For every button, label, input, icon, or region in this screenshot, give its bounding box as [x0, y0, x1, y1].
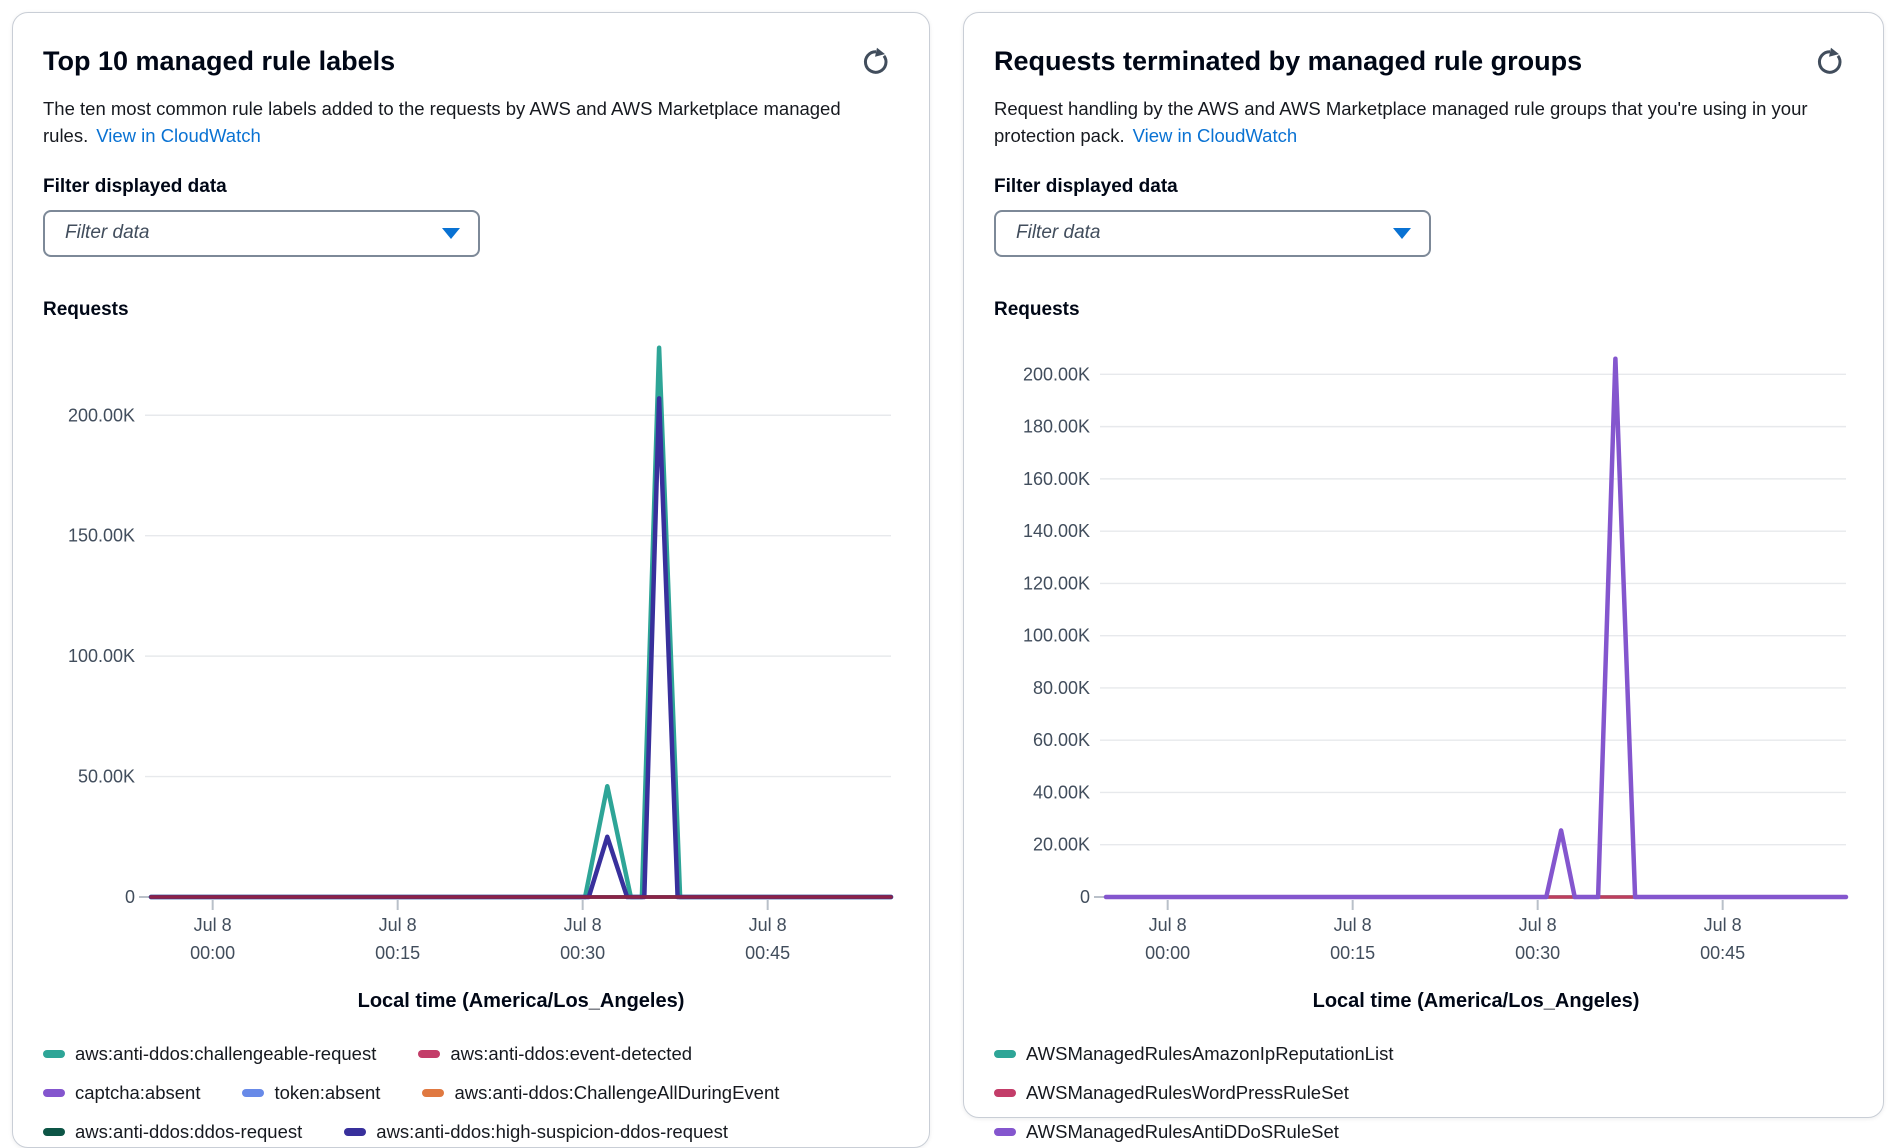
- x-tick-label: Jul 8: [1519, 915, 1557, 935]
- panel-description: The ten most common rule labels added to…: [43, 96, 899, 150]
- panel-description-text: The ten most common rule labels added to…: [43, 97, 841, 146]
- x-tick-label: 00:30: [1515, 943, 1560, 963]
- chart-legend: aws:anti-ddos:challengeable-request aws:a…: [43, 1043, 803, 1143]
- refresh-button[interactable]: [861, 47, 891, 77]
- series-aws:anti-ddos:challengeable-request: [148, 345, 894, 899]
- legend-label: aws:anti-ddos:event-detected: [450, 1042, 693, 1064]
- legend-label: aws:anti-ddos:high-suspicion-ddos-reques…: [376, 1120, 728, 1142]
- legend-label: AWSManagedRulesAmazonIpReputationList: [1026, 1042, 1394, 1064]
- legend-swatch-icon: [994, 1049, 1016, 1058]
- view-in-cloudwatch-link[interactable]: View in CloudWatch: [1132, 124, 1298, 146]
- y-axis-title: Requests: [43, 298, 129, 320]
- view-in-cloudwatch-link[interactable]: View in CloudWatch: [96, 124, 261, 146]
- x-tick-label: Jul 8: [1149, 915, 1187, 935]
- x-axis-title: Local time (America/Los_Angeles): [1313, 990, 1640, 1012]
- x-tick-label: Jul 8: [749, 915, 787, 935]
- refresh-button[interactable]: [1815, 47, 1845, 77]
- y-tick-label: 60.00K: [1033, 730, 1090, 750]
- y-axis-title: Requests: [994, 298, 1080, 320]
- legend-item[interactable]: aws:anti-ddos:high-suspicion-ddos-reques…: [344, 1121, 728, 1143]
- y-tick-label: 20.00K: [1033, 834, 1090, 854]
- x-tick-label: Jul 8: [379, 915, 417, 935]
- legend-item[interactable]: AWSManagedRulesWordPressRuleSet: [994, 1082, 1349, 1104]
- y-tick-label: 50.00K: [78, 766, 135, 786]
- x-axis-title: Local time (America/Los_Angeles): [358, 990, 685, 1012]
- panel-description: Request handling by the AWS and AWS Mark…: [994, 96, 1853, 150]
- panel-top-managed-rule-labels: Top 10 managed rule labels The ten most …: [12, 12, 930, 1148]
- x-tick-label: 00:45: [1700, 943, 1745, 963]
- legend-label: AWSManagedRulesAntiDDoSRuleSet: [1026, 1120, 1339, 1142]
- legend-item[interactable]: AWSManagedRulesAntiDDoSRuleSet: [994, 1121, 1339, 1143]
- filter-data-select[interactable]: Filter data: [43, 209, 480, 257]
- panel-title: Top 10 managed rule labels: [43, 46, 396, 76]
- legend-label: aws:anti-ddos:ChallengeAllDuringEvent: [454, 1081, 780, 1103]
- legend-swatch-icon: [344, 1127, 367, 1136]
- refresh-icon: [1815, 47, 1845, 80]
- y-tick-label: 0: [1080, 887, 1090, 907]
- y-tick-label: 180.00K: [1023, 416, 1090, 436]
- refresh-icon: [861, 47, 891, 80]
- x-tick-label: 00:30: [560, 943, 605, 963]
- legend-swatch-icon: [43, 1049, 65, 1058]
- filter-data-placeholder: Filter data: [65, 222, 150, 244]
- legend-label: token:absent: [274, 1081, 381, 1103]
- x-tick-label: 00:15: [1330, 943, 1375, 963]
- chart-requests-terminated: 0 20.00K 40.00K 60.00K 80.00K 100.00K 120.00K 1…: [1023, 355, 1849, 1012]
- y-tick-label: 120.00K: [1023, 573, 1090, 593]
- legend-swatch-icon: [43, 1127, 65, 1136]
- x-tick-label: 00:00: [1145, 943, 1190, 963]
- chevron-down-icon: [1393, 227, 1411, 239]
- series-aws:anti-ddos:high-suspicion-ddos-request: [148, 395, 894, 899]
- panel-requests-terminated: Requests terminated by managed rule grou…: [963, 12, 1884, 1142]
- y-tick-label: 200.00K: [1023, 364, 1090, 384]
- y-tick-label: 80.00K: [1033, 677, 1090, 697]
- x-tick-label: 00:15: [375, 943, 420, 963]
- chevron-down-icon: [442, 227, 460, 239]
- legend-item[interactable]: aws:anti-ddos:event-detected: [418, 1043, 692, 1065]
- x-tick-label: Jul 8: [194, 915, 232, 935]
- legend-swatch-icon: [242, 1088, 265, 1097]
- y-tick-label: 0: [125, 887, 135, 907]
- chart-top-managed-rule-labels: 0 50.00K 100.00K 150.00K 200.00K Jul 8 00:00 Ju…: [68, 345, 894, 1012]
- legend-item[interactable]: aws:anti-ddos:challengeable-request: [43, 1043, 376, 1065]
- y-tick-label: 40.00K: [1033, 782, 1090, 802]
- panel-title: Requests terminated by managed rule grou…: [994, 46, 1583, 76]
- x-tick-label: 00:45: [745, 943, 790, 963]
- legend-item[interactable]: captcha:absent: [43, 1082, 200, 1104]
- filter-displayed-data-label: Filter displayed data: [43, 175, 227, 197]
- legend-swatch-icon: [422, 1088, 445, 1097]
- y-tick-label: 200.00K: [68, 405, 135, 425]
- legend-item[interactable]: aws:anti-ddos:ddos-request: [43, 1121, 302, 1143]
- legend-label: aws:anti-ddos:challengeable-request: [75, 1042, 377, 1064]
- legend-swatch-icon: [994, 1088, 1016, 1097]
- y-tick-label: 150.00K: [68, 525, 135, 545]
- filter-data-placeholder: Filter data: [1016, 222, 1101, 244]
- x-tick-label: Jul 8: [564, 915, 602, 935]
- y-tick-label: 100.00K: [1023, 625, 1090, 645]
- legend-swatch-icon: [994, 1127, 1016, 1136]
- filter-data-select[interactable]: Filter data: [994, 209, 1431, 257]
- legend-item[interactable]: aws:anti-ddos:ChallengeAllDuringEvent: [422, 1082, 779, 1104]
- y-tick-label: 160.00K: [1023, 468, 1090, 488]
- y-tick-label: 100.00K: [68, 646, 135, 666]
- filter-displayed-data-label: Filter displayed data: [994, 175, 1178, 197]
- legend-label: captcha:absent: [75, 1081, 201, 1103]
- chart-legend: AWSManagedRulesAmazonIpReputationList AWS…: [994, 1043, 1694, 1143]
- series-AWSManagedRulesAntiDDoSRuleSet: [1103, 355, 1849, 899]
- panel-description-text: Request handling by the AWS and AWS Mark…: [994, 97, 1808, 146]
- legend-label: AWSManagedRulesWordPressRuleSet: [1026, 1081, 1349, 1103]
- x-tick-label: Jul 8: [1704, 915, 1742, 935]
- legend-swatch-icon: [43, 1088, 65, 1097]
- legend-item[interactable]: AWSManagedRulesAmazonIpReputationList: [994, 1043, 1393, 1065]
- y-tick-label: 140.00K: [1023, 521, 1090, 541]
- x-tick-label: Jul 8: [1334, 915, 1372, 935]
- legend-item[interactable]: token:absent: [242, 1082, 380, 1104]
- legend-label: aws:anti-ddos:ddos-request: [75, 1120, 303, 1142]
- x-tick-label: 00:00: [190, 943, 235, 963]
- legend-swatch-icon: [418, 1049, 441, 1058]
